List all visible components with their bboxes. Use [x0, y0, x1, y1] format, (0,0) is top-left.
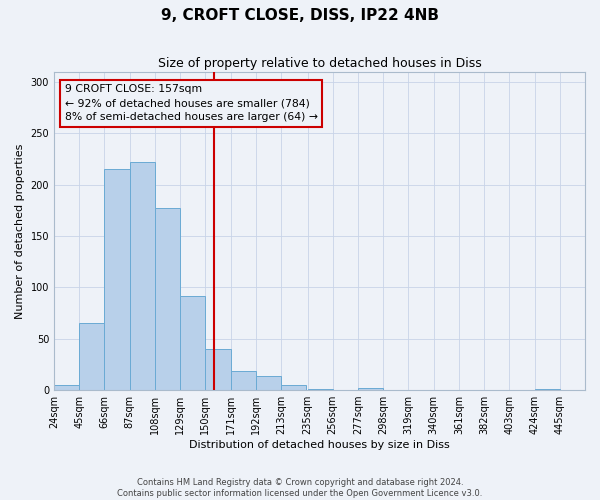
Text: Contains HM Land Registry data © Crown copyright and database right 2024.
Contai: Contains HM Land Registry data © Crown c… [118, 478, 482, 498]
Y-axis label: Number of detached properties: Number of detached properties [15, 143, 25, 318]
Bar [358, 388, 383, 390]
Bar [130, 162, 155, 390]
Bar [54, 385, 79, 390]
Bar [308, 389, 333, 390]
Bar [205, 349, 230, 390]
Bar [230, 370, 256, 390]
Bar [535, 389, 560, 390]
Bar [79, 324, 104, 390]
Bar [104, 169, 130, 390]
Text: 9, CROFT CLOSE, DISS, IP22 4NB: 9, CROFT CLOSE, DISS, IP22 4NB [161, 8, 439, 22]
Title: Size of property relative to detached houses in Diss: Size of property relative to detached ho… [158, 58, 481, 70]
Text: 9 CROFT CLOSE: 157sqm
← 92% of detached houses are smaller (784)
8% of semi-deta: 9 CROFT CLOSE: 157sqm ← 92% of detached … [65, 84, 317, 122]
X-axis label: Distribution of detached houses by size in Diss: Distribution of detached houses by size … [189, 440, 450, 450]
Bar [155, 208, 180, 390]
Bar [256, 376, 281, 390]
Bar [180, 296, 205, 390]
Bar [281, 385, 307, 390]
